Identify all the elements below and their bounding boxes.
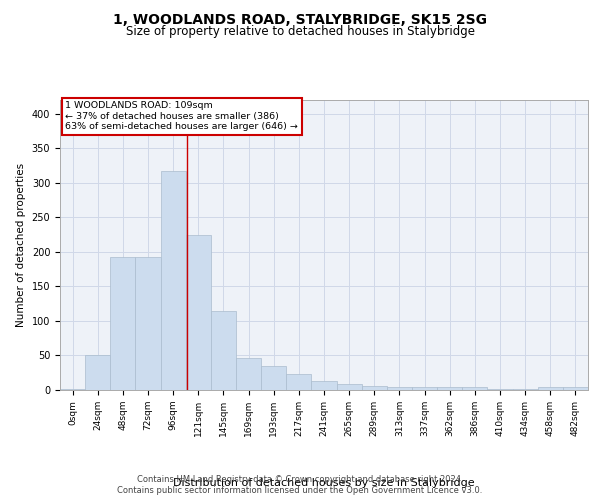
Bar <box>85 355 110 390</box>
Bar <box>437 387 462 390</box>
Text: Contains HM Land Registry data © Crown copyright and database right 2024.: Contains HM Land Registry data © Crown c… <box>137 475 463 484</box>
Bar <box>211 312 236 390</box>
Bar <box>387 386 412 390</box>
Bar <box>412 387 437 390</box>
Bar <box>60 388 85 390</box>
Text: 1, WOODLANDS ROAD, STALYBRIDGE, SK15 2SG: 1, WOODLANDS ROAD, STALYBRIDGE, SK15 2SG <box>113 12 487 26</box>
Bar <box>362 386 387 390</box>
Bar <box>110 256 136 390</box>
Bar <box>261 366 286 390</box>
Bar <box>487 388 512 390</box>
Text: 1 WOODLANDS ROAD: 109sqm
← 37% of detached houses are smaller (386)
63% of semi-: 1 WOODLANDS ROAD: 109sqm ← 37% of detach… <box>65 102 298 132</box>
Bar <box>538 387 563 390</box>
Y-axis label: Number of detached properties: Number of detached properties <box>16 163 26 327</box>
Bar <box>337 384 362 390</box>
Text: Size of property relative to detached houses in Stalybridge: Size of property relative to detached ho… <box>125 25 475 38</box>
Bar <box>136 256 161 390</box>
Text: Contains public sector information licensed under the Open Government Licence v3: Contains public sector information licen… <box>118 486 482 495</box>
Bar <box>161 171 186 390</box>
Bar <box>236 358 261 390</box>
X-axis label: Distribution of detached houses by size in Stalybridge: Distribution of detached houses by size … <box>173 478 475 488</box>
Bar <box>563 386 588 390</box>
Bar <box>311 381 337 390</box>
Bar <box>186 234 211 390</box>
Bar <box>462 387 487 390</box>
Bar <box>286 374 311 390</box>
